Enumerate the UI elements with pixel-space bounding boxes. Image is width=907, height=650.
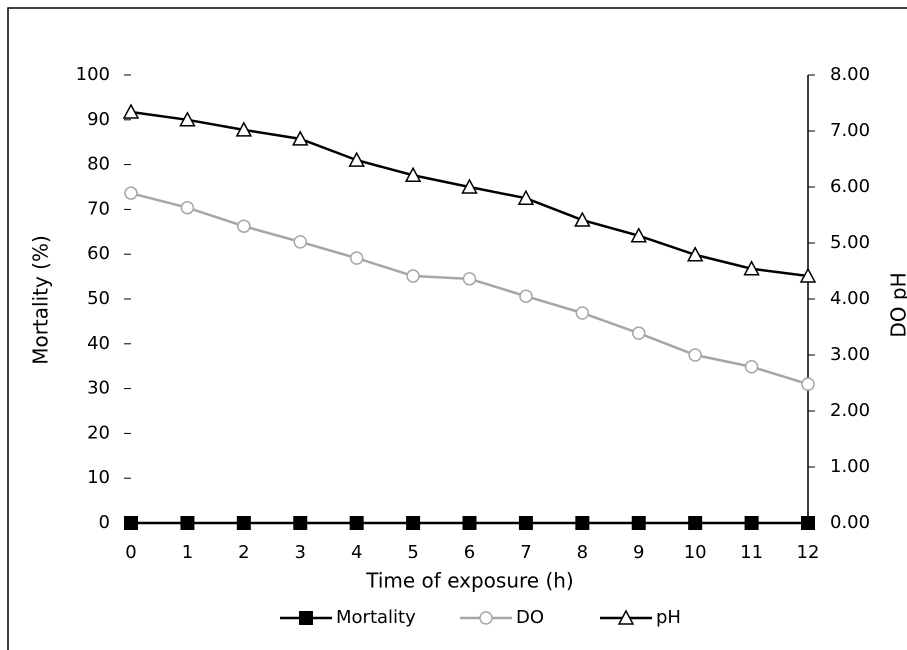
marker xyxy=(236,516,251,530)
x-tick-label: 10 xyxy=(684,542,707,563)
x-tick-label: 3 xyxy=(295,542,306,563)
x-axis-title: Time of exposure (h) xyxy=(365,569,573,593)
y2-axis-title: DO pH xyxy=(887,272,907,337)
marker xyxy=(575,516,590,530)
marker xyxy=(799,267,817,283)
marker xyxy=(124,516,138,530)
x-tick-label: 9 xyxy=(633,542,644,563)
marker xyxy=(122,103,140,119)
legend-marker xyxy=(479,611,493,625)
marker xyxy=(349,251,364,265)
series-line xyxy=(130,191,809,386)
y-tick-label: 90 xyxy=(87,109,110,130)
legend-marker xyxy=(617,609,635,625)
y-tick-label: 0 xyxy=(99,512,110,533)
y2-tick-label: 8.00 xyxy=(830,64,870,85)
y-tick-label: 20 xyxy=(87,422,110,443)
y-tick-label: 70 xyxy=(87,198,110,219)
x-tick-label: 11 xyxy=(740,542,763,563)
legend-label: DO xyxy=(516,607,544,628)
marker xyxy=(632,326,646,340)
marker xyxy=(404,166,422,182)
x-tick-label: 6 xyxy=(464,542,475,563)
y2-tick-label: 1.00 xyxy=(830,456,870,477)
marker xyxy=(462,272,477,286)
marker xyxy=(406,269,420,283)
marker xyxy=(293,516,308,530)
legend-label: pH xyxy=(656,607,681,628)
x-tick-label: 7 xyxy=(520,542,531,563)
marker xyxy=(237,219,251,233)
x-tick-label: 2 xyxy=(238,542,249,563)
marker xyxy=(630,227,648,243)
marker xyxy=(179,111,196,127)
marker xyxy=(744,516,759,530)
marker xyxy=(124,186,138,200)
marker xyxy=(461,178,478,194)
y2-tick-label: 3.00 xyxy=(830,344,870,365)
y-tick-label: 40 xyxy=(87,333,110,354)
y2-tick-label: 6.00 xyxy=(830,176,870,197)
y-axis-title: Mortality (%) xyxy=(29,235,53,365)
marker xyxy=(462,516,477,530)
x-tick-label: 0 xyxy=(125,542,136,563)
y-tick-label: 100 xyxy=(76,64,110,85)
marker xyxy=(291,130,309,146)
marker xyxy=(801,516,815,530)
y2-tick-label: 4.00 xyxy=(830,288,870,309)
marker xyxy=(688,348,702,362)
legend-label: Mortality xyxy=(336,607,416,628)
y2-tick-label: 0.00 xyxy=(830,512,870,533)
x-tick-label: 8 xyxy=(577,542,588,563)
marker xyxy=(631,516,646,530)
marker xyxy=(688,516,703,530)
y2-tick-label: 2.00 xyxy=(830,400,870,421)
marker xyxy=(349,516,364,530)
marker xyxy=(348,151,365,167)
x-tick-label: 4 xyxy=(351,542,362,563)
marker xyxy=(180,516,195,530)
marker xyxy=(574,211,591,227)
marker xyxy=(517,189,535,205)
marker xyxy=(686,246,704,262)
marker xyxy=(575,306,590,320)
marker xyxy=(519,289,533,303)
marker xyxy=(406,516,421,530)
marker xyxy=(801,377,815,391)
y-tick-label: 80 xyxy=(87,154,110,175)
y-tick-label: 10 xyxy=(87,467,110,488)
y-tick-label: 60 xyxy=(87,243,110,264)
y-tick-label: 30 xyxy=(87,378,110,399)
y-tick-label: 50 xyxy=(87,288,110,309)
x-tick-label: 5 xyxy=(407,542,418,563)
marker xyxy=(180,200,195,215)
marker xyxy=(743,260,760,276)
x-tick-label: 12 xyxy=(797,542,820,563)
chart-frame xyxy=(7,7,907,650)
legend-marker xyxy=(299,611,313,625)
y2-tick-label: 5.00 xyxy=(830,232,870,253)
marker xyxy=(518,516,533,530)
series-line xyxy=(130,110,809,278)
marker xyxy=(293,235,307,249)
y2-tick-label: 7.00 xyxy=(830,120,870,141)
marker xyxy=(235,121,253,137)
marker xyxy=(744,360,759,374)
x-tick-label: 1 xyxy=(182,542,193,563)
